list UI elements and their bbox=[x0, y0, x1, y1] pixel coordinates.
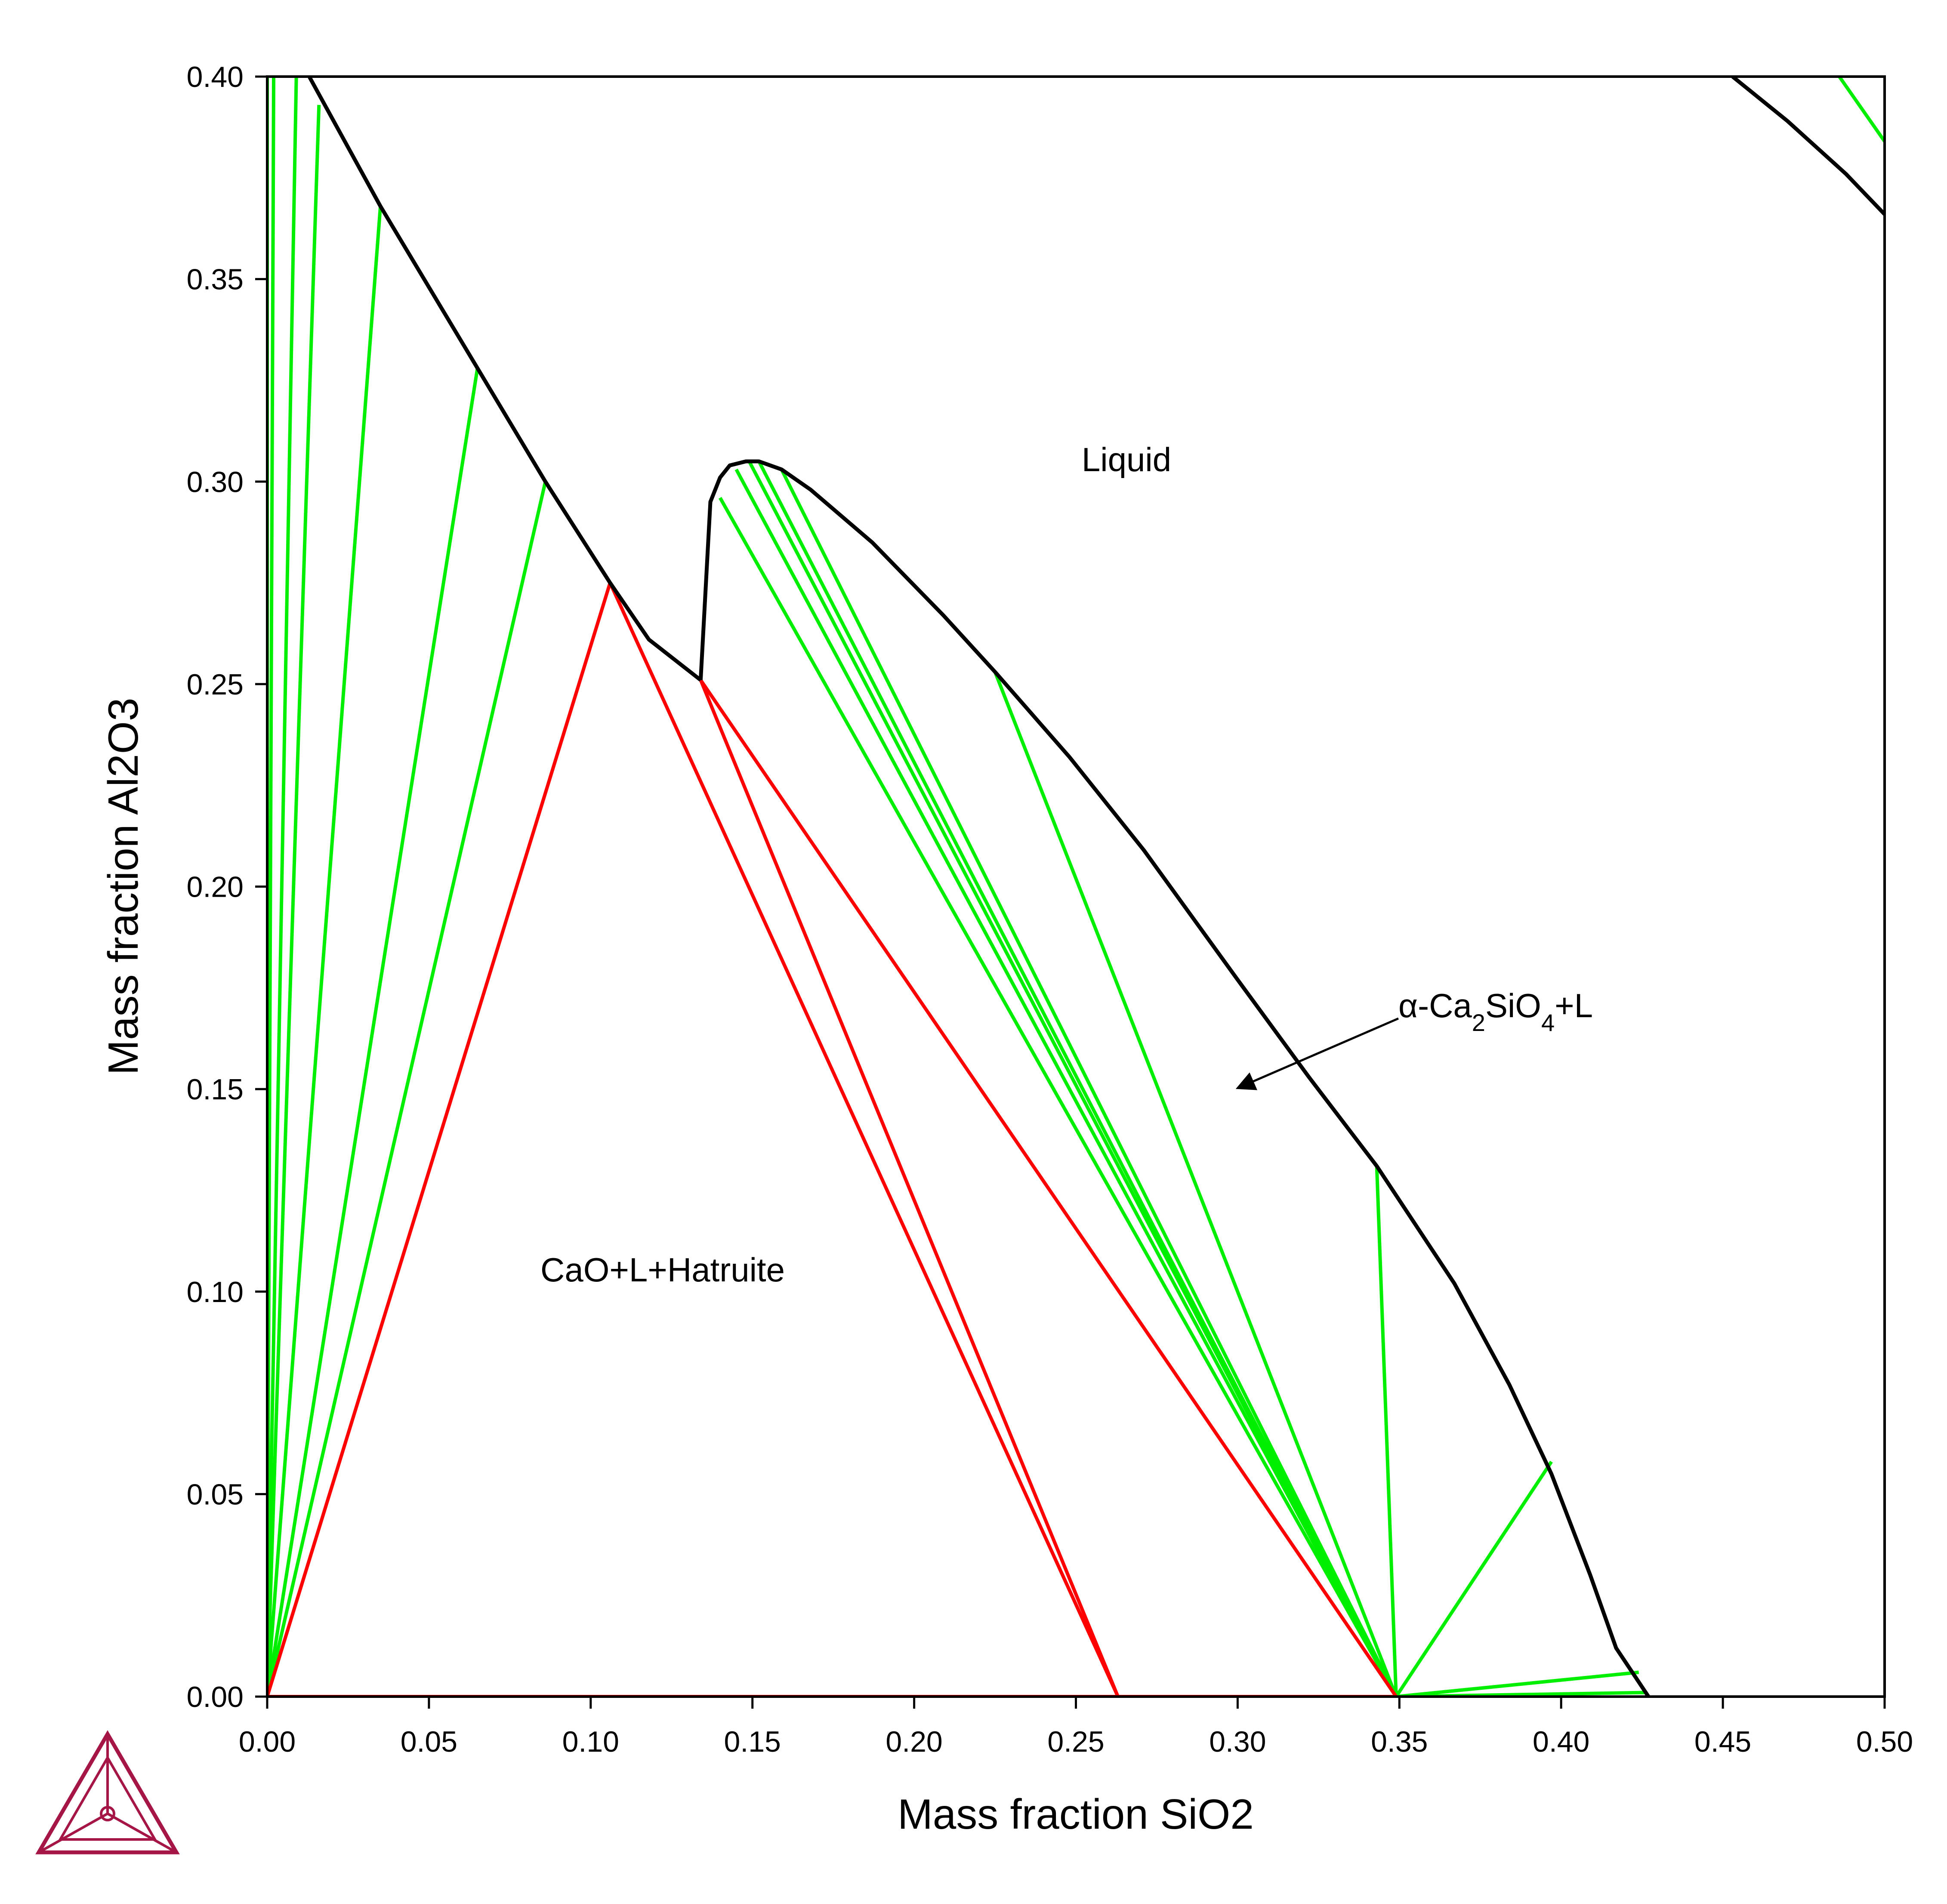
invariant-line-1 bbox=[608, 582, 1120, 1697]
annotation-arrow bbox=[1235, 1017, 1399, 1090]
tie-line-17 bbox=[1838, 77, 1885, 142]
x-tick-label: 0.35 bbox=[1371, 1725, 1428, 1758]
x-tick-label: 0.40 bbox=[1533, 1725, 1589, 1758]
invariant-line-0 bbox=[267, 582, 612, 1697]
tie-line-14 bbox=[1395, 1460, 1553, 1697]
tie-line-2 bbox=[267, 77, 298, 1697]
tie-line-12 bbox=[993, 671, 1398, 1697]
x-tick-label: 0.00 bbox=[239, 1725, 296, 1758]
x-tick-label: 0.25 bbox=[1047, 1725, 1104, 1758]
y-tick-label: 0.20 bbox=[187, 871, 244, 904]
svg-text:α-Ca2SiO4+L: α-Ca2SiO4+L bbox=[1398, 987, 1593, 1036]
y-tick-label: 0.25 bbox=[187, 668, 244, 701]
plot-frame bbox=[266, 75, 1886, 1698]
phase-boundary-1 bbox=[698, 459, 1650, 1697]
tie-line-10 bbox=[757, 460, 1398, 1697]
invariant-line-3 bbox=[699, 679, 1398, 1697]
tie-line-3 bbox=[267, 105, 321, 1697]
x-tick-label: 0.30 bbox=[1209, 1725, 1266, 1758]
x-tick-label: 0.15 bbox=[724, 1725, 781, 1758]
x-tick-label: 0.10 bbox=[562, 1725, 619, 1758]
annotation-liquid: Liquid bbox=[1082, 441, 1171, 478]
tie-line-5 bbox=[267, 368, 479, 1697]
y-tick-label: 0.40 bbox=[187, 61, 244, 93]
y-tick-label: 0.00 bbox=[187, 1681, 244, 1713]
annotation-cao-l-hatruite: CaO+L+Hatruite bbox=[540, 1251, 785, 1289]
x-axis-title: Mass fraction SiO2 bbox=[898, 1790, 1254, 1838]
y-axis-title: Mass fraction Al2O3 bbox=[99, 698, 147, 1075]
y-tick-label: 0.35 bbox=[187, 263, 244, 296]
tie-line-13 bbox=[1375, 1166, 1398, 1697]
x-tick-label: 0.50 bbox=[1856, 1725, 1913, 1758]
annotation-alpha-ca2sio4-l: α-Ca2SiO4+L bbox=[1398, 987, 1593, 1036]
phase-boundary-2 bbox=[1731, 77, 1885, 216]
tie-line-11 bbox=[780, 469, 1398, 1697]
phase-boundary-0 bbox=[307, 77, 702, 682]
x-tick-label: 0.20 bbox=[886, 1725, 942, 1758]
y-tick-label: 0.05 bbox=[187, 1478, 244, 1511]
plot-area bbox=[267, 77, 1885, 1697]
thermo-calc-logo bbox=[35, 1730, 180, 1855]
tie-line-7 bbox=[719, 497, 1398, 1697]
tie-line-6 bbox=[267, 481, 547, 1697]
tie-line-15 bbox=[1396, 1670, 1639, 1697]
y-tick-label: 0.10 bbox=[187, 1276, 244, 1308]
tie-line-8 bbox=[734, 469, 1398, 1697]
x-axis: 0.00 0.05 0.10 0.15 0.20 0.25 0.30 0.35 0.40 0.45… bbox=[239, 1697, 1913, 1758]
x-tick-label: 0.05 bbox=[401, 1725, 457, 1758]
x-tick-label: 0.45 bbox=[1694, 1725, 1751, 1758]
y-axis: 0.00 0.05 0.10 0.15 0.20 0.25 0.30 0.35 0.40 bbox=[187, 61, 267, 1713]
invariant-line-2 bbox=[699, 679, 1120, 1697]
tie-line-4 bbox=[267, 206, 383, 1697]
y-tick-label: 0.15 bbox=[187, 1073, 244, 1106]
y-tick-label: 0.30 bbox=[187, 466, 244, 498]
